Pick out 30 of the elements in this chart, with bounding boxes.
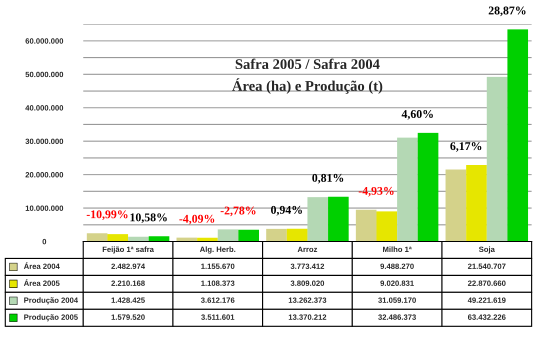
bar: [286, 228, 308, 242]
annotation: -4,09%: [179, 214, 214, 224]
bar: [328, 196, 349, 242]
bar: [466, 165, 487, 242]
bar: [307, 197, 328, 242]
bar: [148, 236, 170, 242]
annotation: -4,93%: [358, 186, 394, 197]
bar: [238, 230, 260, 242]
bar: [86, 233, 108, 242]
bar: [176, 238, 198, 242]
annotation: 0,94%: [271, 206, 302, 216]
bar: [486, 76, 508, 242]
annotation: -2,78%: [220, 206, 256, 216]
annotation: 4,60%: [402, 110, 433, 120]
annotation: -10,99%: [86, 210, 128, 220]
bar: [266, 228, 287, 242]
bar: [128, 236, 149, 242]
text: Safra 2005 / Safra 2004 Área (ha) e Produção (t): [232, 58, 382, 94]
bar: [218, 229, 238, 242]
text: 28,87%: [488, 6, 526, 16]
bar: [356, 210, 376, 242]
annotation: 10,58%: [130, 213, 167, 224]
bar: [107, 234, 128, 242]
annotation: 6,17%: [450, 142, 482, 152]
bar: [507, 29, 528, 242]
bar: [418, 132, 438, 242]
annotation: 0,81%: [312, 174, 344, 184]
bar: [446, 169, 466, 242]
bar: [376, 211, 398, 242]
bar: [397, 138, 418, 242]
